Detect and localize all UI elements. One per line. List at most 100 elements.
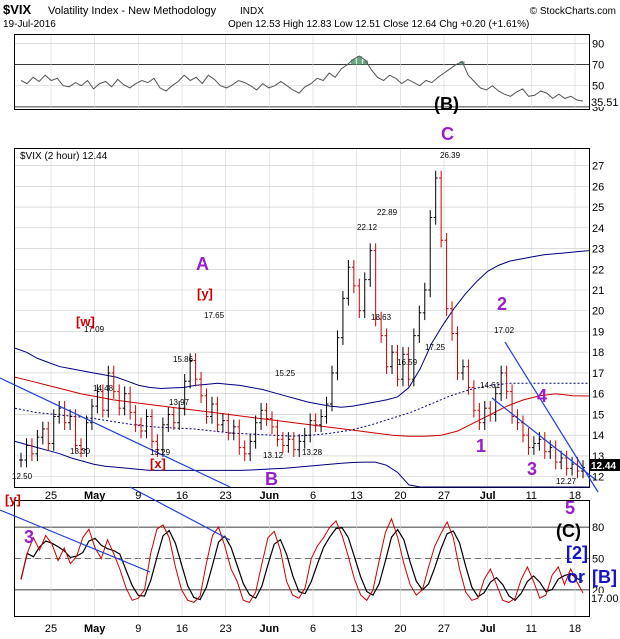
ytick-price-19: 19 [592,326,604,338]
xtick-stoch-11: 11 [526,623,537,635]
price-overlays [14,250,590,488]
xtick-price-4: 23 [220,490,232,502]
label-12-27: 12.27 [556,477,577,486]
wave-y-left: [y] [5,492,21,507]
label-12-50: 12.50 [12,472,33,481]
rsi-series [20,55,584,102]
bollinger-upper [14,250,590,408]
stoch-last-box: 17.00 [590,593,619,605]
index-name: Volatility Index - New Methodology [48,5,217,17]
ytick-price-21: 21 [592,285,604,297]
wave-y-bracket: [y] [197,286,213,301]
bollinger-lower [14,440,589,488]
wave-or: or [567,567,585,587]
quote-line: Open 12.53 High 12.83 Low 12.51 Close 12… [228,19,529,30]
label-13-97: 13.97 [169,398,190,407]
label-15-25: 15.25 [275,369,296,378]
ytick-price-26: 26 [592,181,604,193]
wave-3-left: 3 [24,527,34,547]
label-13-28: 13.28 [302,448,323,457]
xtick-price-5: Jun [260,490,280,502]
moving-average-red [14,376,590,437]
wave-B-bracket: [B] [592,567,617,587]
wave-5: 5 [565,498,575,518]
label-17-09: 17.09 [84,325,105,334]
xtick-price-2: 9 [135,490,141,502]
stoch-trend-line-a [129,486,231,541]
wave-C-paren: (C) [556,521,581,541]
xtick-price-6: 6 [310,490,316,502]
ytick-rsi-50: 50 [592,81,604,93]
stoch-trend-line-b [0,509,151,573]
xtick-stoch-7: 13 [351,623,363,635]
price-panel-frame [14,148,590,488]
label-13-29: 13.29 [150,448,171,457]
xtick-stoch-9: 27 [438,623,450,635]
xtick-price-0: 25 [45,490,57,502]
rsi-line [20,55,584,102]
rsi-overbought-fill [350,56,465,65]
label-22-12: 22.12 [357,223,378,232]
label-16-59: 16.59 [397,358,418,367]
ytick-price-24: 24 [592,223,604,235]
xtick-price-12: 18 [569,490,581,502]
label-17-65: 17.65 [204,311,225,320]
label-26-39: 26.39 [440,151,461,160]
ytick-price-15: 15 [592,409,604,421]
stoch-last-value: 17.00 [591,593,619,605]
xtick-price-1: May [84,490,106,502]
ytick-price-17: 17 [592,368,604,380]
label-13-12: 13.12 [263,451,284,460]
rsi-last-box: 35.51 [590,97,619,109]
index-tag: INDX [240,6,264,17]
xtick-stoch-8: 20 [394,623,406,635]
xtick-stoch-2: 9 [135,623,141,635]
ytick-price-23: 23 [592,244,604,256]
wave-3: 3 [527,459,537,479]
ytick-price-22: 22 [592,264,604,276]
xtick-price-9: 27 [438,490,450,502]
wedge-upper-line [504,341,599,493]
xtick-price-3: 16 [176,490,188,502]
wave-x-bracket: [x] [150,456,166,471]
xtick-stoch-4: 23 [220,623,232,635]
label-17-02: 17.02 [494,326,515,335]
xtick-stoch-12: 18 [569,623,581,635]
gridlines [15,35,589,616]
rsi-last-value: 35.51 [591,97,619,109]
label-13-30: 13.30 [70,447,91,456]
wave-B-low: B [265,469,278,489]
wave-2-bracket: [2] [566,543,588,563]
rsi-panel-frame [14,34,590,110]
xtick-stoch-10: Jul [480,623,496,635]
ytick-rsi-70: 70 [592,60,604,72]
trendlines [0,341,599,573]
long-downtrend-line [0,377,231,488]
wave-B-paren: (B) [434,94,459,114]
y-axis-ticks: 3050709012131415161718192021222324252627… [592,38,604,596]
xtick-stoch-6: 6 [310,623,316,635]
label-18-63: 18.63 [371,313,392,322]
ytick-price-14: 14 [592,430,604,442]
ytick-stoch-50: 50 [592,554,604,566]
xtick-stoch-0: 25 [45,623,57,635]
ytick-rsi-90: 90 [592,38,604,50]
xtick-price-8: 20 [394,490,406,502]
stochastic-series [20,517,584,604]
symbol-title: $VIX [3,2,32,17]
label-15-86: 15.86 [173,355,194,364]
xtick-price-11: 11 [526,490,537,502]
price-bars [19,170,585,479]
xtick-stoch-5: Jun [260,623,280,635]
ytick-price-20: 20 [592,306,604,318]
xtick-stoch-1: May [84,623,106,635]
wave-2: 2 [497,294,507,314]
xtick-price-7: 13 [351,490,363,502]
wave-w-bracket: [w] [76,314,95,329]
label-17-25: 17.25 [425,343,446,352]
x-axis-ticks: 25 25 May May 9 9 16 16 23 23 Jun Jun 6 6 13 13 20 20 27 27… [45,490,581,635]
moving-average-dotted [14,382,589,437]
price-panel-label: $VIX (2 hour) 12.44 [20,151,108,162]
wave-C-top: C [441,124,454,144]
